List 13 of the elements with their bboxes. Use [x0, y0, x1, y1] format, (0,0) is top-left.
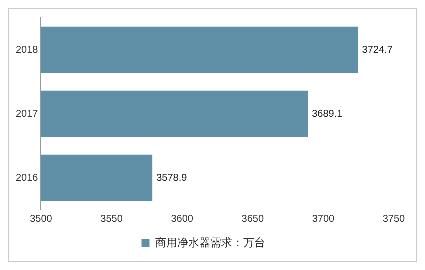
x-tick-label: 3700 — [312, 214, 336, 225]
x-tick-label: 3600 — [171, 214, 194, 225]
data-label: 3578.9 — [156, 172, 188, 184]
x-tick-label: 3750 — [382, 214, 406, 225]
legend-label: 商用净水器需求：万台 — [155, 236, 266, 250]
y-tick-label: 2018 — [16, 44, 39, 56]
data-label: 3724.7 — [362, 44, 394, 56]
y-tick-label: 2016 — [16, 172, 39, 184]
y-tick-label: 2017 — [16, 108, 39, 120]
x-tick-label: 3500 — [30, 214, 53, 225]
x-tick-label: 3650 — [242, 214, 264, 225]
data-label: 3689.1 — [312, 108, 344, 120]
x-tick-label: 3550 — [100, 214, 124, 225]
